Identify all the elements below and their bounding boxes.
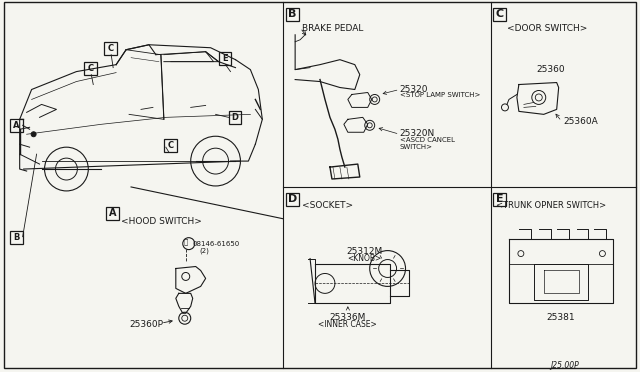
Text: <KNOB>: <KNOB> (348, 254, 382, 263)
Bar (84, 62, 97, 74)
Text: (2): (2) (200, 248, 209, 254)
Text: J25.00P: J25.00P (550, 361, 579, 370)
Text: 08146-61650: 08146-61650 (193, 241, 240, 247)
Bar (104, 42, 117, 55)
Text: B: B (13, 232, 19, 242)
Text: E: E (222, 54, 228, 62)
Text: E: E (496, 195, 503, 204)
Bar (10, 119, 22, 132)
Text: D: D (288, 195, 297, 204)
Text: 25360P: 25360P (129, 320, 163, 329)
Text: D: D (232, 113, 239, 122)
Text: 25320N: 25320N (399, 129, 435, 138)
Text: B: B (289, 9, 297, 19)
Text: C: C (88, 64, 94, 73)
Bar (228, 111, 241, 124)
Bar (106, 207, 119, 220)
Text: <INNER CASE>: <INNER CASE> (319, 320, 377, 329)
Text: 25336M: 25336M (330, 313, 366, 322)
Text: 25320: 25320 (399, 84, 428, 93)
Bar (10, 231, 22, 244)
Text: 25360: 25360 (536, 65, 565, 74)
Text: A: A (109, 208, 116, 218)
Text: <TRUNK OPNER SWITCH>: <TRUNK OPNER SWITCH> (496, 201, 606, 210)
Text: SWITCH>: SWITCH> (399, 144, 433, 150)
Text: Ⓑ: Ⓑ (184, 239, 188, 245)
Bar (286, 193, 299, 206)
Text: C: C (108, 44, 114, 53)
Bar (164, 139, 177, 152)
Text: <HOOD SWITCH>: <HOOD SWITCH> (121, 217, 202, 226)
Text: <DOOR SWITCH>: <DOOR SWITCH> (507, 24, 588, 33)
Bar (493, 8, 506, 21)
Text: A: A (13, 121, 19, 130)
Text: BRAKE PEDAL: BRAKE PEDAL (302, 24, 364, 33)
Text: <SOCKET>: <SOCKET> (302, 201, 353, 210)
Bar (219, 52, 232, 65)
Text: <ASCD CANCEL: <ASCD CANCEL (399, 137, 454, 143)
Text: 25381: 25381 (547, 313, 575, 322)
Text: 25360A: 25360A (564, 117, 598, 126)
Bar (286, 8, 299, 21)
Text: C: C (167, 141, 173, 150)
Text: 25312M: 25312M (347, 247, 383, 256)
Circle shape (31, 132, 36, 137)
Text: <STOP LAMP SWITCH>: <STOP LAMP SWITCH> (399, 93, 480, 99)
Bar (493, 193, 506, 206)
Text: C: C (495, 9, 504, 19)
